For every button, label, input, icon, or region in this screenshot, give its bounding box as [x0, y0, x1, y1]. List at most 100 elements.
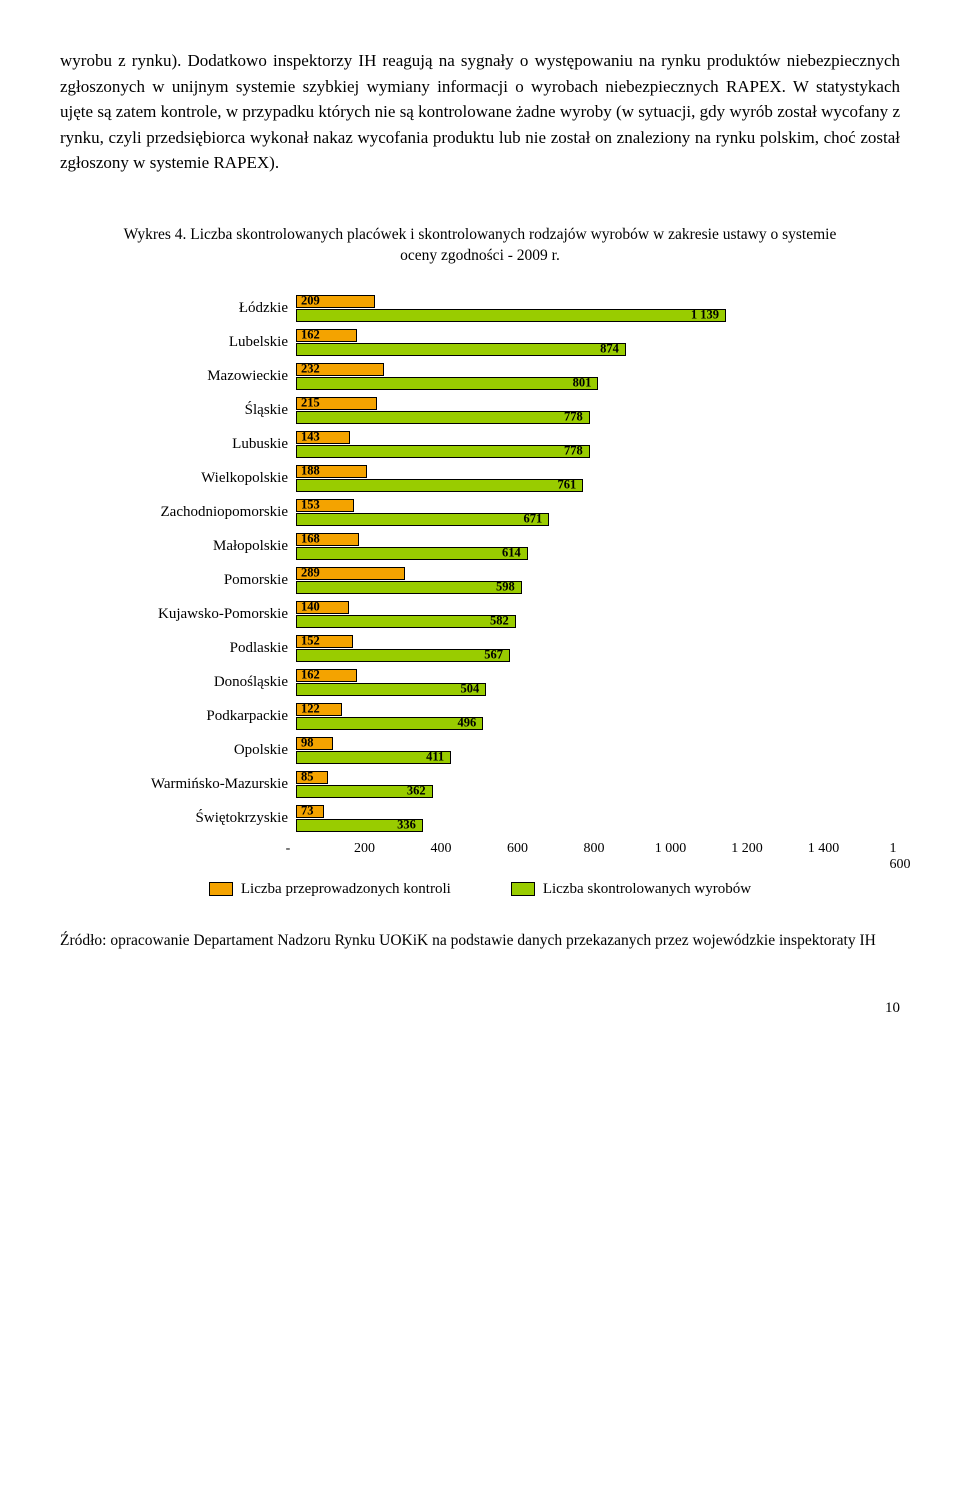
chart-legend: Liczba przeprowadzonych kontroli Liczba …	[60, 881, 900, 898]
bar-wyrobow: 874	[296, 343, 626, 356]
axis-tick: 1 600	[890, 841, 911, 873]
bar-value: 761	[558, 478, 577, 493]
row-bars: 153 671	[296, 499, 900, 527]
axis-tick: 800	[584, 841, 605, 857]
bar-kontroli: 122	[296, 703, 342, 716]
bar-value: 496	[457, 716, 476, 731]
row-bars: 85362	[296, 771, 900, 799]
row-label: Warmińsko-Mazurskie	[60, 776, 296, 793]
row-label: Pomorskie	[60, 572, 296, 589]
bar-wyrobow: 582	[296, 615, 516, 628]
bar-value: 140	[301, 600, 320, 615]
row-label: Lubelskie	[60, 334, 296, 351]
row-bars: 122 496	[296, 703, 900, 731]
chart-title: Wykres 4. Liczba skontrolowanych placówe…	[120, 224, 840, 267]
bar-kontroli: 143	[296, 431, 350, 444]
page-number: 10	[60, 1000, 900, 1017]
chart-row: Śląskie 215 778	[60, 397, 900, 425]
bar-value: 162	[301, 668, 320, 683]
bar-value: 874	[600, 342, 619, 357]
bar-value: 567	[484, 648, 503, 663]
bar-value: 1 139	[691, 308, 719, 323]
row-label: Donośląskie	[60, 674, 296, 691]
chart-row: Mazowieckie232801	[60, 363, 900, 391]
chart-row: Wielkopolskie 188 761	[60, 465, 900, 493]
bar-value: 215	[301, 396, 320, 411]
bar-value: 582	[490, 614, 509, 629]
bar-value: 143	[301, 430, 320, 445]
bar-wyrobow: 362	[296, 785, 433, 798]
chart-row: Lubelskie 162 874	[60, 329, 900, 357]
bar-kontroli: 168	[296, 533, 359, 546]
chart-row: Świętokrzyskie73336	[60, 805, 900, 833]
legend-label-b: Liczba skontrolowanych wyrobów	[543, 881, 751, 898]
bar-wyrobow: 567	[296, 649, 510, 662]
bar-value: 411	[426, 750, 444, 765]
row-label: Wielkopolskie	[60, 470, 296, 487]
bar-kontroli: 153	[296, 499, 354, 512]
chart-axis: -2004006008001 0001 2001 4001 600	[60, 839, 900, 863]
row-bars: 209 1 139	[296, 295, 900, 323]
bar-kontroli: 140	[296, 601, 349, 614]
bar-value: 801	[573, 376, 592, 391]
body-paragraph: wyrobu z rynku). Dodatkowo inspektorzy I…	[60, 48, 900, 176]
bar-value: 153	[301, 498, 320, 513]
row-label: Łódzkie	[60, 300, 296, 317]
chart-row: Donośląskie 162 504	[60, 669, 900, 697]
row-label: Śląskie	[60, 402, 296, 419]
bar-value: 152	[301, 634, 320, 649]
bar-wyrobow: 778	[296, 411, 590, 424]
chart-row: Łódzkie 209 1 139	[60, 295, 900, 323]
row-bars: 162 874	[296, 329, 900, 357]
bar-value: 188	[301, 464, 320, 479]
row-label: Podkarpackie	[60, 708, 296, 725]
bar-wyrobow: 614	[296, 547, 528, 560]
bar-value: 98	[301, 736, 314, 751]
bar-chart: Łódzkie2091 139Lubelskie162874Mazowiecki…	[60, 295, 900, 833]
bar-value: 778	[564, 444, 583, 459]
axis-tick: 1 000	[655, 841, 687, 857]
bar-wyrobow: 1 139	[296, 309, 726, 322]
bar-value: 232	[301, 362, 320, 377]
bar-wyrobow: 411	[296, 751, 451, 764]
chart-row: Podkarpackie122 496	[60, 703, 900, 731]
bar-kontroli: 152	[296, 635, 353, 648]
bar-kontroli: 85	[296, 771, 328, 784]
bar-value: 209	[301, 294, 320, 309]
bar-wyrobow: 801	[296, 377, 598, 390]
chart-row: Kujawsko-Pomorskie 140 582	[60, 601, 900, 629]
bar-wyrobow: 761	[296, 479, 583, 492]
row-label: Opolskie	[60, 742, 296, 759]
bar-value: 614	[502, 546, 521, 561]
source-line: Źródło: opracowanie Departament Nadzoru …	[60, 930, 900, 952]
row-bars: 152 567	[296, 635, 900, 663]
row-bars: 73 336	[296, 805, 900, 833]
bar-value: 504	[461, 682, 480, 697]
bar-value: 168	[301, 532, 320, 547]
axis-tick: -	[286, 841, 291, 857]
bar-value: 598	[496, 580, 515, 595]
bar-kontroli: 289	[296, 567, 405, 580]
chart-row: Opolskie 98 411	[60, 737, 900, 765]
chart-row: Pomorskie289 598	[60, 567, 900, 595]
bar-wyrobow: 336	[296, 819, 423, 832]
bar-value: 85	[301, 770, 314, 785]
row-bars: 98 411	[296, 737, 900, 765]
bar-value: 162	[301, 328, 320, 343]
row-bars: 232 801	[296, 363, 900, 391]
axis-tick: 1 400	[808, 841, 840, 857]
legend-swatch-a	[209, 882, 233, 896]
row-label: Podlaskie	[60, 640, 296, 657]
row-bars: 289 598	[296, 567, 900, 595]
bar-kontroli: 209	[296, 295, 375, 308]
bar-value: 778	[564, 410, 583, 425]
axis-tick: 200	[354, 841, 375, 857]
bar-value: 73	[301, 804, 314, 819]
bar-value: 336	[397, 818, 416, 833]
row-bars: 140 582	[296, 601, 900, 629]
bar-value: 671	[524, 512, 543, 527]
row-bars: 215 778	[296, 397, 900, 425]
row-label: Kujawsko-Pomorskie	[60, 606, 296, 623]
bar-kontroli: 73	[296, 805, 324, 818]
chart-row: Warmińsko-Mazurskie85362	[60, 771, 900, 799]
